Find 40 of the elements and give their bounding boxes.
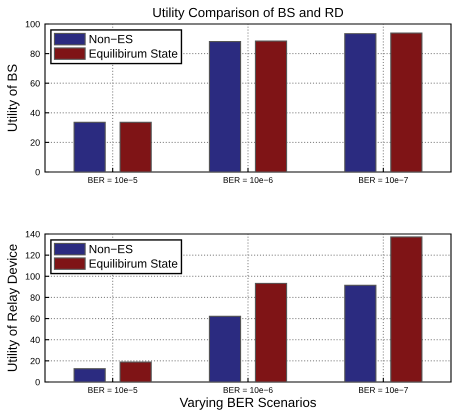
y-tick-label: 80 bbox=[30, 294, 40, 301]
bar bbox=[254, 282, 288, 382]
chart-title: Utility Comparison of BS and RD bbox=[153, 7, 344, 20]
x-tick-label: BER = 10e−5 bbox=[88, 387, 138, 393]
legend-label: Non−ES bbox=[90, 34, 132, 44]
x-tick-label: BER = 10e−6 bbox=[224, 387, 273, 393]
y-tick-label: 60 bbox=[30, 316, 40, 322]
bar bbox=[74, 368, 106, 382]
y-tick-label: 40 bbox=[30, 336, 40, 344]
bar bbox=[390, 236, 422, 382]
y-tick-label: 120 bbox=[26, 252, 40, 259]
x-tick-label: BER = 10e−6 bbox=[224, 177, 273, 183]
legend-label: Non−ES bbox=[90, 244, 132, 254]
bar bbox=[254, 40, 288, 172]
bar bbox=[120, 122, 152, 172]
y-tick-label: 20 bbox=[30, 358, 40, 364]
bar bbox=[344, 284, 376, 382]
bar bbox=[74, 122, 106, 172]
bar bbox=[208, 316, 242, 382]
x-tick-label: BER = 10e−5 bbox=[88, 177, 138, 183]
x-tick-label: BER = 10e−7 bbox=[359, 387, 408, 393]
legend-label: Equilibirum State bbox=[90, 49, 178, 60]
y-tick-label: 80 bbox=[30, 50, 40, 57]
bar bbox=[208, 41, 242, 172]
y-tick-label: 0 bbox=[35, 168, 40, 176]
y-tick-label: 0 bbox=[35, 378, 40, 386]
x-tick-label: BER = 10e−7 bbox=[359, 177, 408, 183]
y-axis-title: Utility of Relay Device bbox=[7, 244, 20, 372]
bar bbox=[120, 361, 152, 382]
y-tick-label: 20 bbox=[30, 139, 40, 146]
legend-label: Equilibirum State bbox=[90, 259, 178, 270]
y-tick-label: 140 bbox=[26, 230, 40, 238]
x-axis-title: Varying BER Scenarios bbox=[180, 397, 316, 410]
bar bbox=[344, 33, 376, 172]
bar bbox=[390, 32, 422, 172]
y-tick-label: 100 bbox=[26, 20, 40, 28]
y-axis-title: Utility of BS bbox=[7, 64, 20, 132]
y-tick-label: 60 bbox=[30, 80, 40, 87]
y-tick-label: 100 bbox=[26, 273, 40, 280]
y-tick-label: 40 bbox=[30, 110, 40, 116]
